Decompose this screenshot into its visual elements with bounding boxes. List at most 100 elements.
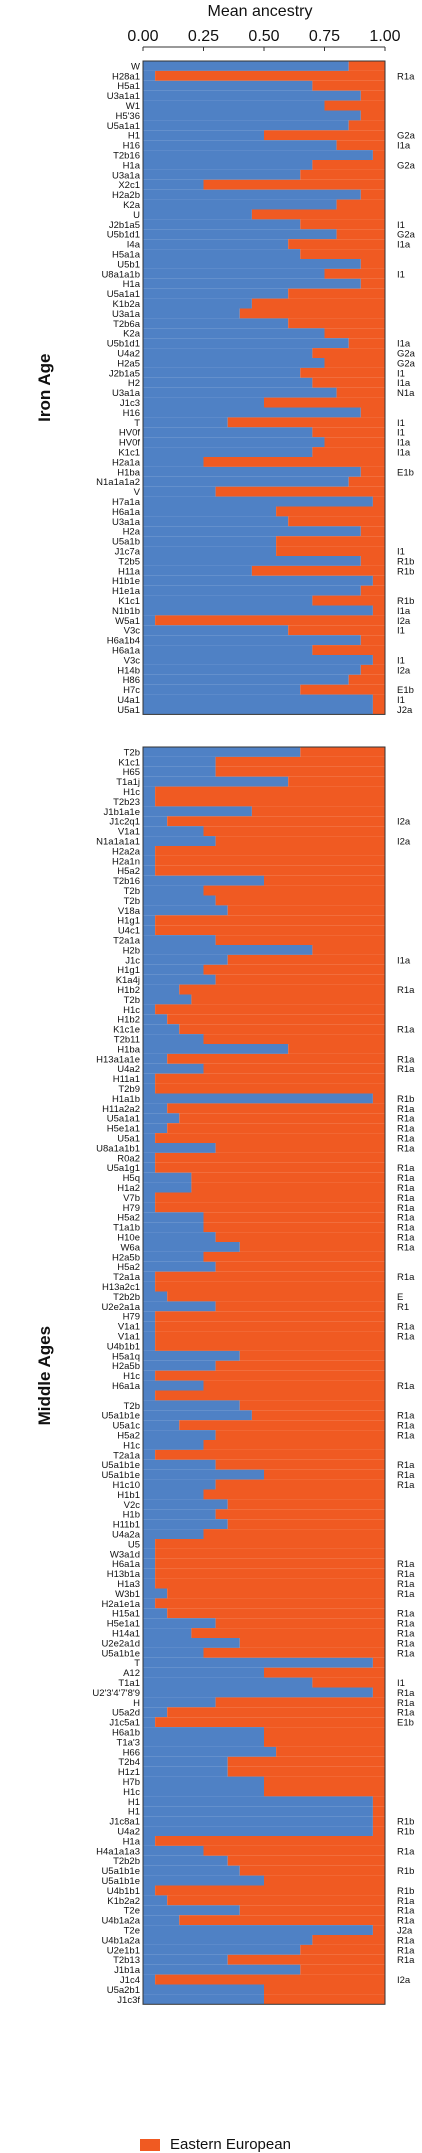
bar-western <box>143 506 277 517</box>
y-haplogroup-label: R1a <box>397 1064 415 1075</box>
mt-haplogroup-label: U5a1a1 <box>107 1114 140 1125</box>
bar-eastern <box>215 1261 385 1272</box>
bar-western <box>143 1261 216 1272</box>
mt-haplogroup-label: T2b9 <box>118 1084 140 1095</box>
bar-western <box>143 556 361 566</box>
bar-eastern <box>155 1558 385 1569</box>
mt-haplogroup-label: H1a3 <box>117 1579 140 1590</box>
y-haplogroup-label: R1b <box>397 1866 414 1877</box>
bar-western <box>143 1113 180 1124</box>
bar-western <box>143 348 313 358</box>
bar-western <box>143 1925 373 1935</box>
mt-haplogroup-label: K1b2a <box>113 299 141 310</box>
y-haplogroup-label: I2a <box>397 616 411 627</box>
mt-haplogroup-label: T2e <box>124 1906 140 1917</box>
bar-eastern <box>203 179 385 190</box>
mt-haplogroup-label: T2b4 <box>118 1757 140 1768</box>
y-haplogroup-label: R1b <box>397 566 414 577</box>
bar-eastern <box>215 974 385 985</box>
y-haplogroup-label: R1a <box>397 1916 415 1927</box>
y-haplogroup-label: R1a <box>397 1619 415 1630</box>
bar-western <box>143 1984 264 1995</box>
bar-western <box>143 249 301 259</box>
bar-western <box>143 1845 204 1856</box>
mt-haplogroup-label: H11a1 <box>113 1074 140 1085</box>
bar-western <box>143 1014 168 1025</box>
mt-haplogroup-label: T2b <box>124 886 140 897</box>
mt-haplogroup-label: H15a1 <box>112 1609 140 1620</box>
bar-eastern <box>288 516 385 527</box>
bar-western <box>143 1618 216 1629</box>
mt-haplogroup-label: J2b1a5 <box>109 368 140 379</box>
mt-haplogroup-label: U4b1b1 <box>107 1341 140 1352</box>
bar-eastern <box>264 1727 385 1737</box>
bar-western <box>143 209 252 220</box>
bar-western <box>143 704 373 715</box>
bar-western <box>143 945 313 955</box>
bar-western <box>143 1430 216 1440</box>
mt-haplogroup-label: H5a1q <box>112 1351 140 1362</box>
mt-haplogroup-label: N1b1b <box>112 606 140 617</box>
bar-western <box>143 655 373 665</box>
bar-eastern <box>155 1004 385 1015</box>
x-axis: 0.00 0.25 0.50 0.75 1.00 <box>127 28 401 51</box>
y-haplogroup-label: E1b <box>397 685 414 696</box>
mt-haplogroup-label: K2a <box>123 200 141 211</box>
mt-haplogroup-label: H79 <box>123 1203 140 1214</box>
bar-eastern <box>372 1925 385 1935</box>
mt-haplogroup-label: H16 <box>123 141 140 152</box>
bar-western <box>143 90 361 101</box>
bar-eastern <box>155 1133 385 1143</box>
bar-eastern <box>360 556 385 566</box>
bar-eastern <box>167 1014 385 1025</box>
mt-haplogroup-label: U5a1a1 <box>107 289 140 300</box>
bar-western <box>143 1628 192 1638</box>
bar-western <box>143 130 264 141</box>
bar-eastern <box>215 1697 385 1708</box>
mt-haplogroup-label: H5a1a <box>112 250 141 261</box>
mt-haplogroup-label: K1b2a2 <box>107 1896 140 1907</box>
bar-eastern <box>276 546 385 556</box>
mt-haplogroup-label: H <box>133 1698 140 1709</box>
bar-western <box>143 974 216 985</box>
bar-eastern <box>360 189 385 200</box>
bar-eastern <box>179 1420 385 1431</box>
mt-haplogroup-label: U3a1a <box>112 309 141 320</box>
bar-eastern <box>312 80 385 91</box>
bar-eastern <box>239 1865 385 1876</box>
bar-western <box>143 1311 156 1322</box>
bar-eastern <box>215 1509 385 1520</box>
y-haplogroup-label: J2a <box>397 705 413 716</box>
mt-haplogroup-label: H6a1a <box>112 1381 141 1392</box>
mt-haplogroup-label: U5a1 <box>117 705 140 716</box>
x-tick-label: 0.00 <box>127 28 158 45</box>
bar-western <box>143 288 289 299</box>
bar-western <box>143 816 168 827</box>
bar-eastern <box>312 377 385 388</box>
bar-eastern <box>203 1845 385 1856</box>
bar-eastern <box>155 1202 385 1213</box>
bar-western <box>143 169 301 180</box>
bar-western <box>143 100 325 111</box>
bar-western <box>143 298 252 309</box>
bar-eastern <box>312 348 385 358</box>
mt-haplogroup-label: I4a <box>127 240 141 251</box>
bar-eastern <box>288 239 385 250</box>
mt-haplogroup-label: H1c <box>123 1440 140 1451</box>
bar-western <box>143 328 325 339</box>
y-haplogroup-label: R1a <box>397 1381 415 1392</box>
mt-haplogroup-label: T <box>134 418 140 429</box>
bar-western <box>143 199 337 210</box>
bar-western <box>143 585 361 596</box>
mt-haplogroup-label: J1c8a1 <box>109 1817 140 1828</box>
bar-western <box>143 1143 216 1153</box>
bar-western <box>143 1806 373 1817</box>
y-haplogroup-label: R1a <box>397 1906 415 1917</box>
bar-western <box>143 397 264 408</box>
bar-western <box>143 895 216 906</box>
mt-haplogroup-label: H2a2b <box>112 190 140 201</box>
mt-haplogroup-label: W6a <box>120 1242 140 1253</box>
bar-eastern <box>215 1479 385 1490</box>
bar-western <box>143 1469 264 1480</box>
